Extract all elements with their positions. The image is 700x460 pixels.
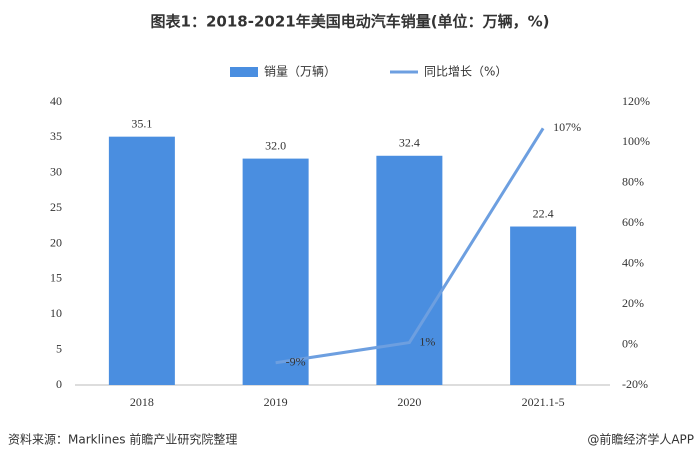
y2-tick-label: 40% — [622, 255, 644, 269]
legend-swatch — [230, 67, 258, 77]
y-tick-label: 0 — [56, 377, 62, 391]
y2-tick-label: 60% — [622, 215, 644, 229]
x-tick-label: 2019 — [264, 395, 288, 409]
data-label: 1% — [419, 334, 435, 348]
bar — [108, 136, 175, 385]
data-label: -9% — [286, 355, 306, 369]
data-label: 22.4 — [533, 206, 554, 220]
y-tick-label: 30 — [50, 165, 62, 179]
bar — [242, 158, 309, 385]
y2-tick-label: 100% — [622, 134, 650, 148]
legend-label: 销量（万辆） — [264, 65, 336, 79]
y-tick-label: 40 — [50, 94, 62, 108]
y2-tick-label: 80% — [622, 175, 644, 189]
line — [275, 127, 545, 365]
y-tick-label: 20 — [50, 235, 62, 249]
y-tick-label: 35 — [50, 129, 62, 143]
bar — [376, 155, 443, 385]
data-label: 32.0 — [265, 138, 286, 152]
data-label: 32.4 — [399, 136, 420, 150]
data-label: 35.1 — [131, 116, 152, 130]
y-tick-label: 10 — [50, 306, 62, 320]
y2-tick-label: 0% — [622, 336, 638, 350]
y2-tick-label: 120% — [622, 94, 650, 108]
y2-tick-label: 20% — [622, 296, 644, 310]
bar — [510, 226, 577, 385]
y2-tick-label: -20% — [622, 377, 648, 391]
data-label: 107% — [553, 120, 581, 134]
y-tick-label: 5 — [56, 341, 62, 355]
source-note: 资料来源：Marklines 前瞻产业研究院整理 — [8, 432, 237, 447]
x-tick-label: 2021.1-5 — [522, 395, 565, 409]
y-tick-label: 25 — [50, 200, 62, 214]
x-tick-label: 2020 — [397, 395, 421, 409]
y-tick-label: 15 — [50, 271, 62, 285]
legend-label: 同比增长（%） — [424, 65, 507, 79]
credit: @前瞻经济学人APP — [587, 432, 694, 447]
x-tick-label: 2018 — [130, 395, 154, 409]
chart-title: 图表1：2018-2021年美国电动汽车销量(单位：万辆，%) — [151, 13, 550, 31]
